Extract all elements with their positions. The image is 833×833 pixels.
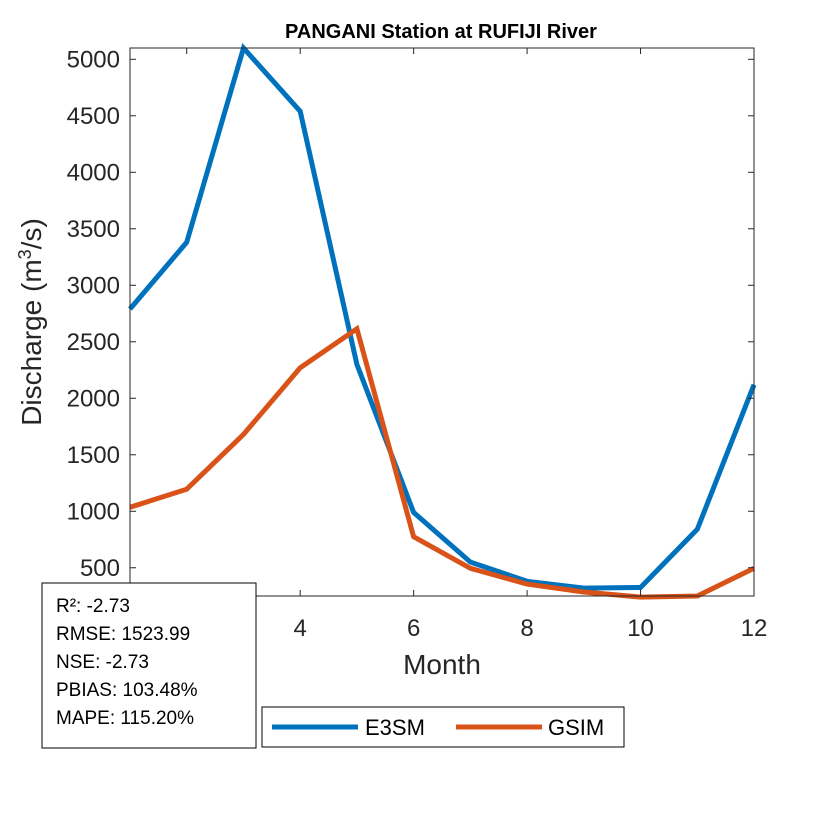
plot-frame: [129, 47, 755, 597]
stats-mape: MAPE: 115.20%: [56, 708, 194, 729]
y-axis-label-tail: /s): [16, 218, 47, 249]
stats-r2: R²: -2.73: [56, 596, 130, 617]
x-tick-label: 6: [407, 615, 420, 642]
chart-title: PANGANI Station at RUFIJI River: [285, 21, 597, 43]
y-tick-label: 1000: [67, 498, 120, 525]
y-tick-label: 4000: [67, 159, 120, 186]
y-axis-label: Discharge (m3/s): [15, 218, 47, 426]
x-axis-label: Month: [403, 649, 481, 680]
y-axis-label-superscript: 3: [15, 249, 35, 259]
x-tick-label: 8: [520, 615, 533, 642]
x-tick-label: 10: [627, 615, 654, 642]
legend: E3SM GSIM: [261, 706, 625, 748]
stats-pbias: PBIAS: 103.48%: [56, 680, 198, 701]
y-tick-label: 5000: [67, 46, 120, 73]
y-tick-label: 1500: [67, 442, 120, 469]
y-axis: 500 1000 1500 2000 2500 3000 3500 4000 4500 5000: [67, 46, 754, 582]
legend-label-gsim: GSIM: [548, 715, 604, 740]
x-axis: 24681012: [180, 48, 767, 642]
y-tick-label: 3500: [67, 216, 120, 243]
series-layer: [128, 42, 757, 600]
series-line-gsim: [129, 324, 756, 600]
y-axis-label-main: Discharge (m: [16, 259, 47, 425]
x-tick-label: 12: [741, 615, 768, 642]
stats-box: R²: -2.73 RMSE: 1523.99 NSE: -2.73 PBIAS…: [41, 582, 257, 749]
series-line-e3sm: [128, 42, 757, 591]
x-tick-label: 4: [294, 615, 307, 642]
y-tick-label: 3000: [67, 272, 120, 299]
y-tick-label: 2000: [67, 385, 120, 412]
y-tick-label: 2500: [67, 329, 120, 356]
stats-rmse: RMSE: 1523.99: [56, 624, 190, 645]
stats-nse: NSE: -2.73: [56, 652, 149, 673]
y-tick-label: 4500: [67, 103, 120, 130]
y-tick-label: 500: [80, 555, 120, 582]
legend-label-e3sm: E3SM: [365, 715, 425, 740]
stats-box-frame: [41, 582, 257, 749]
